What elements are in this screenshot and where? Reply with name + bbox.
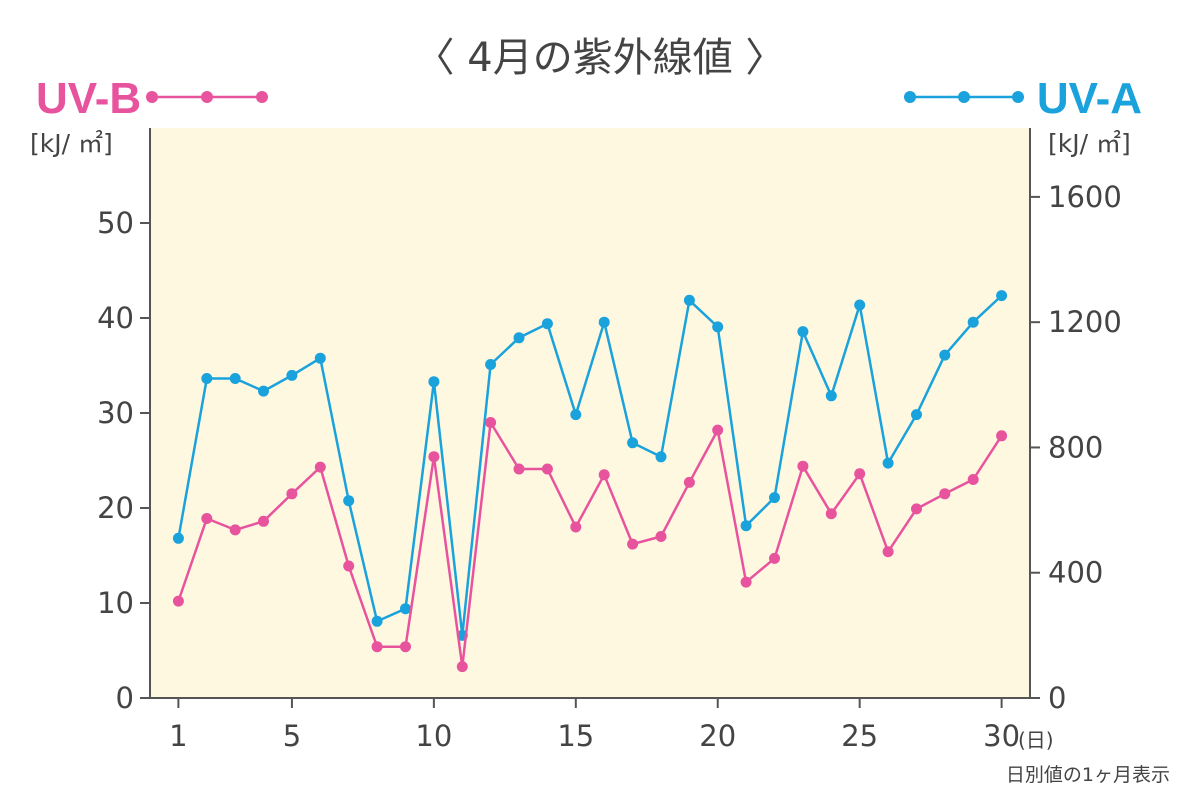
data-point-uvb xyxy=(371,641,383,653)
data-point-uva xyxy=(485,359,497,370)
data-point-uva xyxy=(683,294,695,306)
data-point-uvb xyxy=(911,503,922,515)
left-axis-unit: [kJ/ ㎡] xyxy=(30,129,113,158)
right-tick-label: 1200 xyxy=(1048,305,1122,339)
left-tick-label: 0 xyxy=(116,681,134,715)
data-point-uvb xyxy=(712,424,724,436)
data-point-uva xyxy=(598,316,610,328)
x-tick-label: 1 xyxy=(169,719,187,753)
data-point-uva xyxy=(967,316,979,328)
data-point-uvb xyxy=(541,463,553,475)
data-point-uva xyxy=(258,385,269,397)
legend-marker-uva xyxy=(904,91,1024,103)
data-point-uva xyxy=(343,495,355,507)
chart-title: 〈 4月の紫外線値 〉 xyxy=(415,35,786,81)
data-point-uvb xyxy=(172,595,184,607)
data-point-uvb xyxy=(286,488,298,500)
data-point-uvb xyxy=(627,538,639,550)
data-point-uvb xyxy=(882,546,894,558)
series-line-uvb xyxy=(177,421,1003,668)
data-point-uva xyxy=(825,390,837,402)
data-point-uvb xyxy=(996,430,1008,442)
data-point-uvb xyxy=(598,469,610,481)
data-point-uva xyxy=(229,373,241,384)
data-point-uvb xyxy=(201,513,213,524)
x-axis-unit: (日) xyxy=(1018,728,1054,752)
x-tick-label: 10 xyxy=(415,719,452,753)
data-point-uvb xyxy=(456,661,468,673)
data-point-uvb xyxy=(967,474,979,485)
x-tick-label: 30 xyxy=(983,719,1020,753)
data-point-uva xyxy=(570,409,582,421)
data-point-uvb xyxy=(570,521,582,533)
legend-label-uvb: UV-B xyxy=(36,74,141,123)
data-point-uva xyxy=(996,290,1008,302)
data-point-uva xyxy=(769,492,780,504)
data-point-uvb xyxy=(229,524,241,536)
data-point-uva xyxy=(939,349,951,361)
data-point-uvb xyxy=(655,531,667,542)
legend-label-uva: UV-A xyxy=(1037,74,1142,123)
data-point-uva xyxy=(371,615,383,627)
data-point-uva xyxy=(541,318,553,330)
chart-note: 日別値の1ヶ月表示 xyxy=(1006,764,1170,786)
data-point-uva xyxy=(882,457,894,469)
plot-area xyxy=(150,128,1030,698)
series-uva xyxy=(172,290,1008,641)
data-point-uva xyxy=(201,373,213,384)
data-point-uva xyxy=(712,321,724,333)
data-point-uva xyxy=(400,603,411,615)
data-point-uva xyxy=(854,299,866,311)
data-point-uvb xyxy=(769,552,780,564)
right-tick-label: 800 xyxy=(1048,430,1103,464)
right-tick-label: 0 xyxy=(1048,681,1066,715)
data-point-uvb xyxy=(825,508,837,520)
data-point-uvb xyxy=(485,417,497,428)
data-point-uva xyxy=(797,326,809,338)
left-tick-label: 20 xyxy=(97,491,134,525)
data-point-uva xyxy=(428,376,440,388)
left-tick-label: 50 xyxy=(97,206,134,240)
x-tick-label: 25 xyxy=(841,719,878,753)
right-tick-label: 1600 xyxy=(1048,180,1122,214)
data-point-uva xyxy=(286,369,298,381)
data-point-uvb xyxy=(343,560,355,572)
data-point-uva xyxy=(314,352,326,364)
data-point-uva xyxy=(627,437,639,449)
x-axis-ticks: 1 5 10 15 20 25 30 xyxy=(169,698,1020,753)
data-point-uva xyxy=(740,520,752,532)
legend-marker-uvb xyxy=(146,91,268,103)
right-tick-label: 400 xyxy=(1048,556,1103,590)
data-point-uva xyxy=(911,409,922,421)
data-point-uvb xyxy=(740,576,752,588)
x-tick-label: 20 xyxy=(699,719,736,753)
data-point-uvb xyxy=(258,515,269,527)
x-tick-label: 15 xyxy=(557,719,594,753)
data-point-uvb xyxy=(939,488,951,500)
series-line-uva xyxy=(177,294,1003,637)
right-axis-unit: [kJ/ ㎡] xyxy=(1048,129,1131,158)
data-point-uvb xyxy=(797,460,809,472)
data-point-uvb xyxy=(854,468,866,480)
left-axis-ticks: 0 10 20 30 40 50 xyxy=(97,206,150,715)
data-point-uvb xyxy=(428,451,440,463)
left-tick-label: 30 xyxy=(97,396,134,430)
data-point-uvb xyxy=(513,463,525,475)
left-tick-label: 40 xyxy=(97,301,134,335)
data-point-uva xyxy=(655,451,667,463)
data-point-uvb xyxy=(400,641,411,653)
left-tick-label: 10 xyxy=(97,586,134,620)
data-point-uva xyxy=(513,332,525,344)
data-point-uvb xyxy=(683,476,695,488)
x-tick-label: 5 xyxy=(283,719,301,753)
right-axis-ticks: 0 400 800 1200 1600 xyxy=(1030,180,1122,715)
data-point-uvb xyxy=(314,461,326,473)
data-point-uva xyxy=(172,532,184,544)
series-uvb xyxy=(172,417,1008,673)
